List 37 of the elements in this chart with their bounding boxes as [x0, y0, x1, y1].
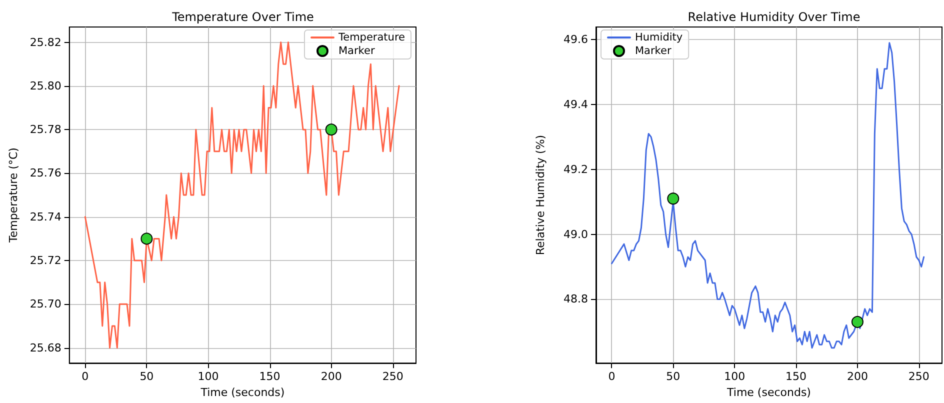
y-tick-label: 25.82 [30, 36, 62, 49]
legend-label: Marker [635, 45, 672, 57]
x-tick-label: 100 [198, 370, 219, 384]
x-tick-label: 150 [259, 370, 280, 384]
y-tick-label: 25.72 [30, 254, 62, 268]
y-tick-label: 49.6 [564, 33, 588, 46]
x-tick-label: 150 [786, 370, 807, 384]
y-tick-label: 25.76 [30, 166, 62, 180]
y-tick-label: 49.2 [564, 162, 588, 176]
legend-label: Humidity [635, 32, 683, 44]
line-series [84, 42, 400, 349]
y-tick-label: 48.8 [564, 292, 588, 306]
x-tick-label: 250 [382, 370, 404, 384]
y-tick-label: 49.4 [564, 98, 588, 112]
x-axis-title: Time (seconds) [726, 386, 811, 399]
line-series [610, 42, 925, 349]
x-tick-label: 250 [908, 370, 930, 384]
x-tick-label: 50 [140, 370, 154, 384]
x-axis-title: Time (seconds) [200, 386, 285, 399]
y-tick-label: 25.78 [30, 123, 62, 136]
legend-label: Temperature [337, 32, 406, 44]
x-tick-label: 0 [608, 370, 616, 384]
x-tick-label: 0 [82, 370, 89, 384]
legend-label: Marker [338, 45, 376, 57]
x-tick-label: 100 [724, 370, 746, 384]
y-tick-label: 25.68 [30, 341, 62, 354]
x-tick-label: 200 [846, 370, 868, 384]
y-axis-title: Temperature (°C) [7, 148, 20, 244]
y-tick-label: 25.80 [30, 79, 62, 92]
y-tick-label: 49.0 [564, 228, 588, 241]
x-tick-label: 200 [320, 370, 342, 384]
y-axis-title: Relative Humidity (%) [534, 134, 547, 256]
chart-title: Temperature Over Time [171, 10, 314, 24]
y-tick-label: 25.70 [30, 298, 62, 311]
x-tick-label: 50 [666, 370, 680, 384]
y-tick-label: 25.74 [30, 210, 62, 224]
chart-title: Relative Humidity Over Time [688, 10, 860, 24]
